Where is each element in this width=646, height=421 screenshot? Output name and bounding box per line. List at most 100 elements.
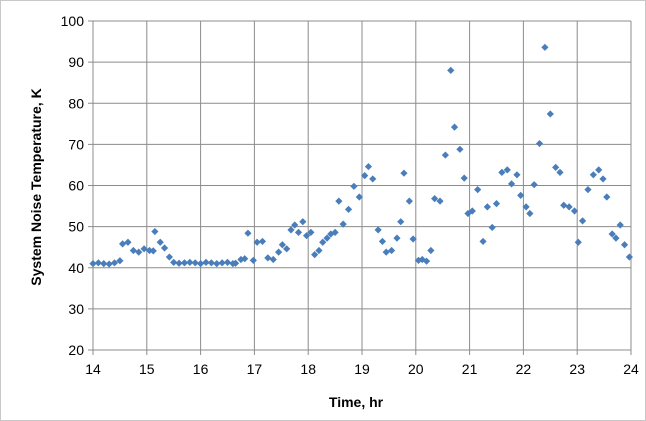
data-point [197,260,205,268]
data-point [603,193,611,201]
data-point [447,66,455,74]
x-tick-label: 18 [300,361,316,377]
data-point [374,226,382,234]
y-tick-label: 90 [68,54,84,70]
data-point [479,237,487,246]
y-tick-label: 50 [68,219,84,235]
y-axis-ticks: 20 30 40 50 60 70 80 90 100 [61,13,93,358]
x-tick-label: 17 [247,361,263,377]
data-point [327,230,335,238]
data-point [488,223,496,232]
data-point [94,259,102,267]
data-point [165,253,173,261]
data-point [517,191,525,199]
data-point [149,247,157,255]
data-point [355,193,363,201]
data-point [116,257,124,265]
data-point [249,256,257,264]
data-point [382,248,390,256]
data-point [129,246,137,255]
data-point [287,226,295,234]
data-point [105,260,113,268]
data-point [160,244,169,252]
x-tick-label: 22 [516,361,532,377]
data-point [344,205,353,213]
data-point [595,166,603,174]
data-point [110,259,119,267]
data-point [589,171,597,179]
data-point [616,221,624,229]
x-tick-label: 24 [623,361,639,377]
data-point [570,207,579,215]
x-tick-label: 20 [408,361,424,377]
y-tick-label: 70 [68,136,84,152]
data-point [299,218,307,226]
data-point [599,175,607,183]
data-point [269,255,277,264]
data-point [302,232,311,240]
data-point [223,258,232,267]
data-point [323,234,331,242]
x-tick-label: 14 [85,361,101,377]
data-point [156,238,164,246]
data-point [526,209,534,218]
x-tick-label: 21 [462,361,478,377]
data-point [311,250,319,259]
x-tick-label: 16 [193,361,209,377]
data-point [397,218,405,226]
y-tick-label: 100 [61,13,85,29]
data-point [584,186,592,194]
data-point [507,180,516,188]
y-tick-label: 80 [68,95,84,111]
data-point [578,217,587,225]
data-point [218,259,226,267]
data-point [483,203,491,211]
data-point [574,238,582,246]
data-point [264,254,272,262]
data-point [294,228,303,236]
y-tick-label: 30 [68,301,84,317]
data-point [422,257,431,265]
data-point [350,182,358,190]
x-tick-label: 23 [569,361,585,377]
data-point [387,246,396,255]
data-point [283,245,291,253]
data-point [191,259,199,267]
y-tick-label: 20 [68,342,84,358]
data-point [552,163,560,172]
data-point [361,172,369,180]
data-point [186,258,194,267]
data-point [331,228,339,236]
y-axis-title: System Noise Temperature, K [28,88,44,285]
data-point [436,197,444,205]
data-point [405,197,413,205]
data-point [335,197,343,205]
data-point [339,220,347,228]
data-point [258,237,267,246]
y-tick-label: 40 [68,260,84,276]
data-point [474,186,482,194]
data-point [118,240,127,248]
x-tick-label: 15 [139,361,155,377]
data-point [608,230,616,238]
grid-lines [92,20,632,351]
data-point [307,228,315,236]
data-point [556,168,564,176]
data-point [378,237,387,246]
data-point [409,235,417,243]
data-point [522,203,530,211]
data-point [546,110,554,118]
data-point [535,139,544,148]
data-point [124,238,132,246]
data-point [492,199,501,208]
data-point [393,234,401,242]
data-point [364,162,373,171]
data-point [244,229,252,237]
data-point [213,260,221,268]
data-point [170,258,178,267]
data-point [175,259,183,267]
data-point [450,123,459,131]
data-point [400,169,408,177]
